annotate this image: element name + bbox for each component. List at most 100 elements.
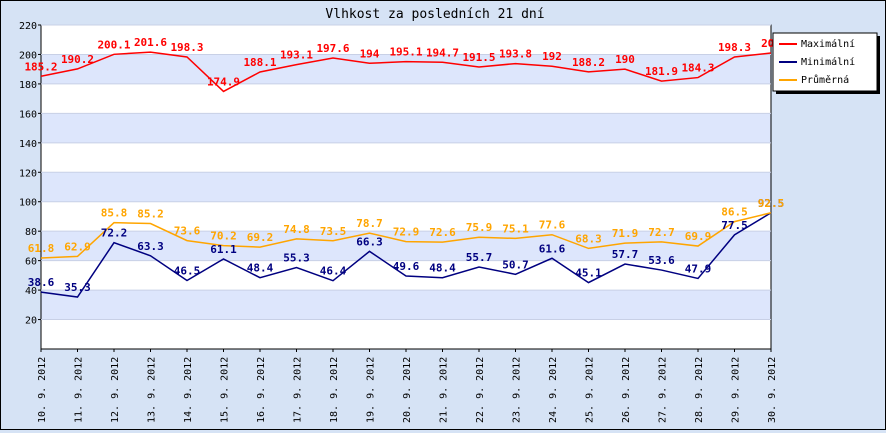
data-label: 86.5 [721,206,748,219]
x-axis-ticks: 10. 9. 2012 11. 9. 2012 12. 9. 2012 13. 9. … [37,349,778,423]
data-label: 200.1 [97,38,130,51]
data-label: 46.4 [320,265,347,278]
x-tick-label: 26. 9. 2012 [621,357,632,423]
data-label: 85.8 [101,207,128,220]
x-tick-label: 17. 9. 2012 [293,357,304,423]
plot-background [40,24,772,350]
data-label: 66.3 [356,235,383,248]
legend: Maximální Minimální Průměrná [772,32,880,94]
chart-title: Vlhkost za posledních 21 dní [325,7,544,22]
x-tick-label: 29. 9. 2012 [731,357,742,423]
y-tick-label: 220 [19,21,37,32]
data-label: 185.2 [24,60,57,73]
data-label: 47.9 [685,262,712,275]
x-tick-label: 10. 9. 2012 [37,357,48,423]
data-label: 53.6 [648,254,675,267]
x-tick-label: 23. 9. 2012 [512,357,523,423]
y-tick-label: 40 [25,286,37,297]
data-label: 69.2 [247,231,274,244]
data-label: 49.6 [393,260,420,273]
data-label: 72.9 [393,226,420,239]
y-tick-label: 140 [19,139,37,150]
x-tick-label: 13. 9. 2012 [147,357,158,423]
plot-band [41,83,771,114]
plot-band [41,201,771,232]
x-tick-label: 27. 9. 2012 [658,357,669,423]
x-tick-label: 19. 9. 2012 [366,357,377,423]
y-tick-label: 20 [25,316,37,327]
data-label: 35.3 [64,281,91,294]
data-label: 188.1 [243,56,276,69]
legend-label: Průměrná [801,74,849,86]
data-label: 190 [615,53,635,66]
data-label: 198.3 [718,41,751,54]
x-tick-label: 11. 9. 2012 [74,357,85,423]
legend-label: Maximální [801,38,855,50]
data-label: 45.1 [575,267,602,280]
data-label: 85.2 [137,208,164,221]
series-lines [40,51,772,298]
series-line [40,212,772,298]
data-label: 71.9 [612,227,639,240]
data-label: 63.3 [137,240,164,253]
data-label: 184.3 [681,62,714,75]
plot-band [41,231,771,261]
data-label: 193.1 [280,49,313,62]
data-label: 38.6 [28,276,55,289]
x-tick-label: 18. 9. 2012 [329,357,340,423]
data-label: 74.8 [283,223,310,236]
data-label: 55.7 [466,251,493,264]
y-axis-ticks: 20 40 60 80 100 120 140 160 180 200 220 [19,21,41,327]
data-label: 77.6 [539,219,566,232]
data-label: 68.3 [575,232,602,245]
y-tick-label: 100 [19,198,37,209]
x-tick-label: 25. 9. 2012 [585,357,596,423]
data-label: 72.2 [101,227,128,240]
data-label: 194 [360,47,380,60]
y-tick-label: 60 [25,257,37,268]
series-line [40,212,772,259]
x-tick-label: 22. 9. 2012 [475,357,486,423]
data-label: 78.7 [356,217,383,230]
x-tick-label: 20. 9. 2012 [402,357,413,423]
data-label: 195.1 [389,46,422,59]
plot-band [41,172,771,202]
series-line [40,51,772,93]
data-label: 193.8 [499,48,532,61]
legend-label: Minimální [801,56,855,68]
data-label: 61.6 [539,242,566,255]
plot-band [41,54,771,84]
plot-band [41,113,771,143]
data-label: 194.7 [426,46,459,59]
data-label: 69.9 [685,230,712,243]
data-label: 57.7 [612,248,639,261]
data-label: 201.6 [134,36,167,49]
data-label: 55.3 [283,252,310,265]
y-tick-label: 200 [19,50,37,61]
data-label: 198.3 [170,41,203,54]
x-tick-label: 28. 9. 2012 [694,357,705,423]
y-tick-label: 180 [19,80,37,91]
x-tick-label: 21. 9. 2012 [439,357,450,423]
plot-band [41,290,771,320]
data-label: 190.2 [61,53,94,66]
data-label: 73.6 [174,225,201,238]
data-label: 61.1 [210,243,237,256]
grid-lines [41,24,771,321]
data-label: 62.9 [64,240,91,253]
x-tick-label: 30. 9. 2012 [767,357,778,423]
data-label: 61.8 [28,242,55,255]
data-label: 92.5 [758,197,785,210]
data-label: 48.4 [429,262,456,275]
data-label: 72.7 [648,226,675,239]
data-label: 192 [542,50,562,63]
data-label: 73.5 [320,225,347,238]
y-tick-label: 160 [19,109,37,120]
plot-band [41,142,771,173]
y-tick-label: 120 [19,168,37,179]
y-tick-label: 80 [25,227,37,238]
x-tick-label: 14. 9. 2012 [183,357,194,423]
